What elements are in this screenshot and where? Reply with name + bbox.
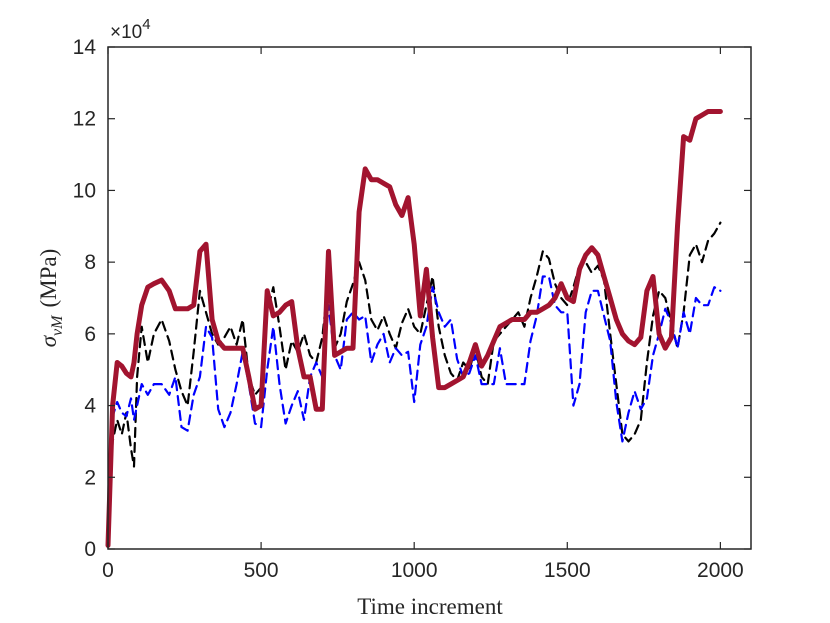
y-axis-label: σvM(MPa) (36, 249, 66, 348)
series-layer (105, 109, 723, 548)
y-tick-label: 4 (84, 395, 96, 418)
y-exponent-label: ×104 (110, 16, 151, 43)
y-tick-label: 2 (84, 466, 96, 489)
series-line-black-dashed (106, 221, 722, 540)
x-tick-label: 1500 (544, 559, 591, 582)
y-tick-label: 8 (84, 251, 96, 274)
y-tick-label: 10 (73, 179, 96, 202)
y-tick-label: 12 (73, 108, 96, 131)
x-tick-label: 500 (244, 559, 279, 582)
series-line-red-thick (105, 109, 723, 548)
series-line-blue-dashed (106, 275, 722, 540)
tick-layer: 0 500 1000 1500 2000 0 2 4 6 8 10 12 14 (73, 36, 751, 582)
y-tick-label: 14 (73, 36, 97, 59)
x-tick-label: 2000 (697, 559, 744, 582)
y-tick-label: 6 (84, 323, 96, 346)
y-tick-label: 0 (84, 538, 96, 561)
x-tick-label: 1000 (391, 559, 438, 582)
x-axis-label: Time increment (357, 594, 503, 619)
x-tick-label: 0 (102, 559, 114, 582)
plot-frame (107, 46, 752, 550)
